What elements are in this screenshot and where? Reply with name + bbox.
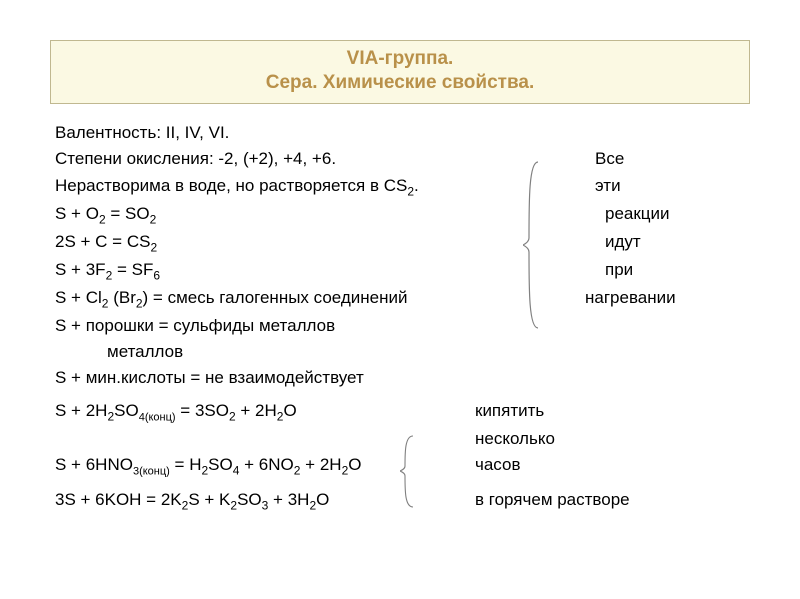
note: несколько xyxy=(475,426,555,452)
note: идут xyxy=(605,229,641,255)
note: эти xyxy=(595,173,621,199)
text: 3S + 6KOH = 2K2S + K2SO3 + 3H2O xyxy=(55,487,329,515)
note: в горячем растворе xyxy=(475,487,630,513)
text: S + Cl2 (Br2) = смесь галогенных соедине… xyxy=(55,285,408,313)
note: при xyxy=(605,257,633,283)
reaction-cs2: 2S + C = CS2 идут xyxy=(55,229,755,257)
title-box: VIА-группа. Сера. Химические свойства. xyxy=(50,40,750,104)
text: Валентность: II, IV, VI. xyxy=(55,120,229,146)
text: Нерастворима в воде, но растворяется в C… xyxy=(55,173,419,201)
reaction-h2so4: S + 2H2SO4(конц) = 3SO2 + 2H2O кипятить xyxy=(55,398,755,426)
note: кипятить xyxy=(475,398,544,424)
reaction-halogens: S + Cl2 (Br2) = смесь галогенных соедине… xyxy=(55,285,755,313)
reaction-so2: S + O2 = SO2 реакции xyxy=(55,201,755,229)
line-solubility: Нерастворима в воде, но растворяется в C… xyxy=(55,173,755,201)
note-line: несколько xyxy=(55,426,755,452)
reaction-sf6: S + 3F2 = SF6 при xyxy=(55,257,755,285)
note: нагревании xyxy=(585,285,676,311)
reaction-koh: 3S + 6KOH = 2K2S + K2SO3 + 3H2O в горяче… xyxy=(55,487,755,515)
text: S + 2H2SO4(конц) = 3SO2 + 2H2O xyxy=(55,398,297,426)
note: часов xyxy=(475,452,521,478)
content-block: Валентность: II, IV, VI. Степени окислен… xyxy=(55,120,755,515)
line-oxidation: Степени окисления: -2, (+2), +4, +6. Все xyxy=(55,146,755,172)
reaction-hno3: S + 6HNO3(конц) = H2SO4 + 6NO2 + 2H2O ча… xyxy=(55,452,755,480)
reaction-minacids: S + мин.кислоты = не взаимодействует xyxy=(55,365,755,391)
text: S + O2 = SO2 xyxy=(55,201,156,229)
title-line-1: VIА-группа. xyxy=(51,47,749,71)
text: S + 6HNO3(конц) = H2SO4 + 6NO2 + 2H2O xyxy=(55,452,361,480)
title-line-2: Сера. Химические свойства. xyxy=(51,71,749,95)
reaction-metals-cont: металлов xyxy=(55,339,755,365)
text: S + порошки = сульфиды металлов xyxy=(55,313,335,339)
note: Все xyxy=(595,146,624,172)
text: 2S + C = CS2 xyxy=(55,229,157,257)
text: металлов xyxy=(107,339,183,365)
note: реакции xyxy=(605,201,670,227)
text: S + 3F2 = SF6 xyxy=(55,257,160,285)
line-valence: Валентность: II, IV, VI. xyxy=(55,120,755,146)
text: S + мин.кислоты = не взаимодействует xyxy=(55,365,364,391)
text: Степени окисления: -2, (+2), +4, +6. xyxy=(55,146,336,172)
reaction-metals: S + порошки = сульфиды металлов xyxy=(55,313,755,339)
